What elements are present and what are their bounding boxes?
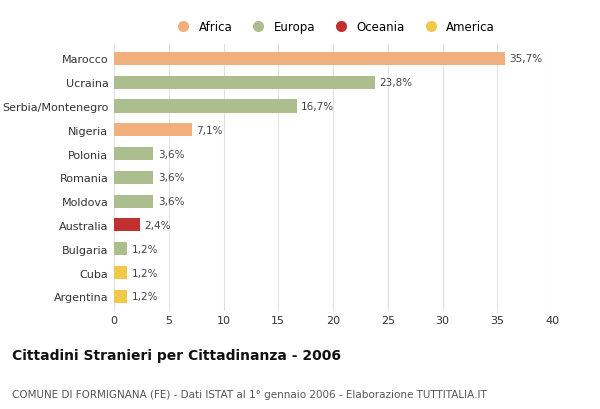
Bar: [114, 290, 127, 303]
Text: 2,4%: 2,4%: [145, 220, 171, 230]
Bar: [114, 53, 505, 66]
Bar: [114, 148, 154, 161]
Bar: [114, 124, 192, 137]
Text: 3,6%: 3,6%: [158, 197, 184, 207]
Bar: [114, 100, 297, 113]
Text: 1,2%: 1,2%: [131, 292, 158, 301]
Text: Cittadini Stranieri per Cittadinanza - 2006: Cittadini Stranieri per Cittadinanza - 2…: [12, 348, 341, 362]
Legend: Africa, Europa, Oceania, America: Africa, Europa, Oceania, America: [172, 21, 494, 34]
Bar: [114, 243, 127, 256]
Text: COMUNE DI FORMIGNANA (FE) - Dati ISTAT al 1° gennaio 2006 - Elaborazione TUTTITA: COMUNE DI FORMIGNANA (FE) - Dati ISTAT a…: [12, 389, 487, 399]
Text: 3,6%: 3,6%: [158, 173, 184, 183]
Bar: [114, 171, 154, 184]
Text: 1,2%: 1,2%: [131, 268, 158, 278]
Bar: [114, 219, 140, 232]
Bar: [114, 266, 127, 279]
Text: 23,8%: 23,8%: [379, 78, 412, 88]
Text: 1,2%: 1,2%: [131, 244, 158, 254]
Text: 7,1%: 7,1%: [196, 126, 223, 135]
Text: 35,7%: 35,7%: [509, 54, 542, 64]
Text: 16,7%: 16,7%: [301, 102, 334, 112]
Bar: [114, 76, 374, 90]
Text: 3,6%: 3,6%: [158, 149, 184, 159]
Bar: [114, 195, 154, 208]
